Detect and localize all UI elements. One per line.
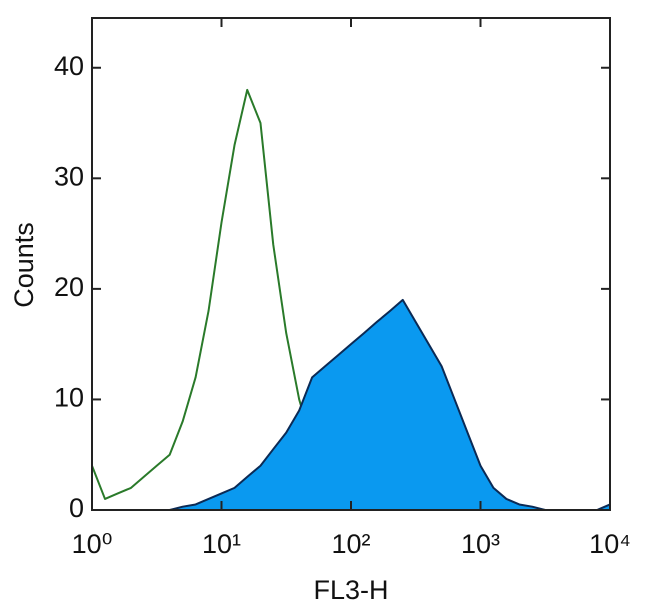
x-tick-label: 10² (331, 529, 370, 559)
y-tick-label: 0 (69, 493, 84, 523)
x-tick-label: 10⁰ (72, 529, 113, 559)
x-axis-label: FL3-H (313, 575, 388, 605)
y-tick-label: 40 (54, 51, 84, 81)
y-tick-label: 10 (54, 383, 84, 413)
x-tick-label: 10¹ (202, 529, 241, 559)
y-axis-label: Counts (9, 222, 39, 308)
y-tick-label: 20 (54, 272, 84, 302)
x-tick-label: 10⁴ (589, 529, 631, 559)
x-tick-label: 10³ (461, 529, 500, 559)
y-tick-label: 30 (54, 161, 84, 191)
filled-histogram (91, 298, 611, 511)
